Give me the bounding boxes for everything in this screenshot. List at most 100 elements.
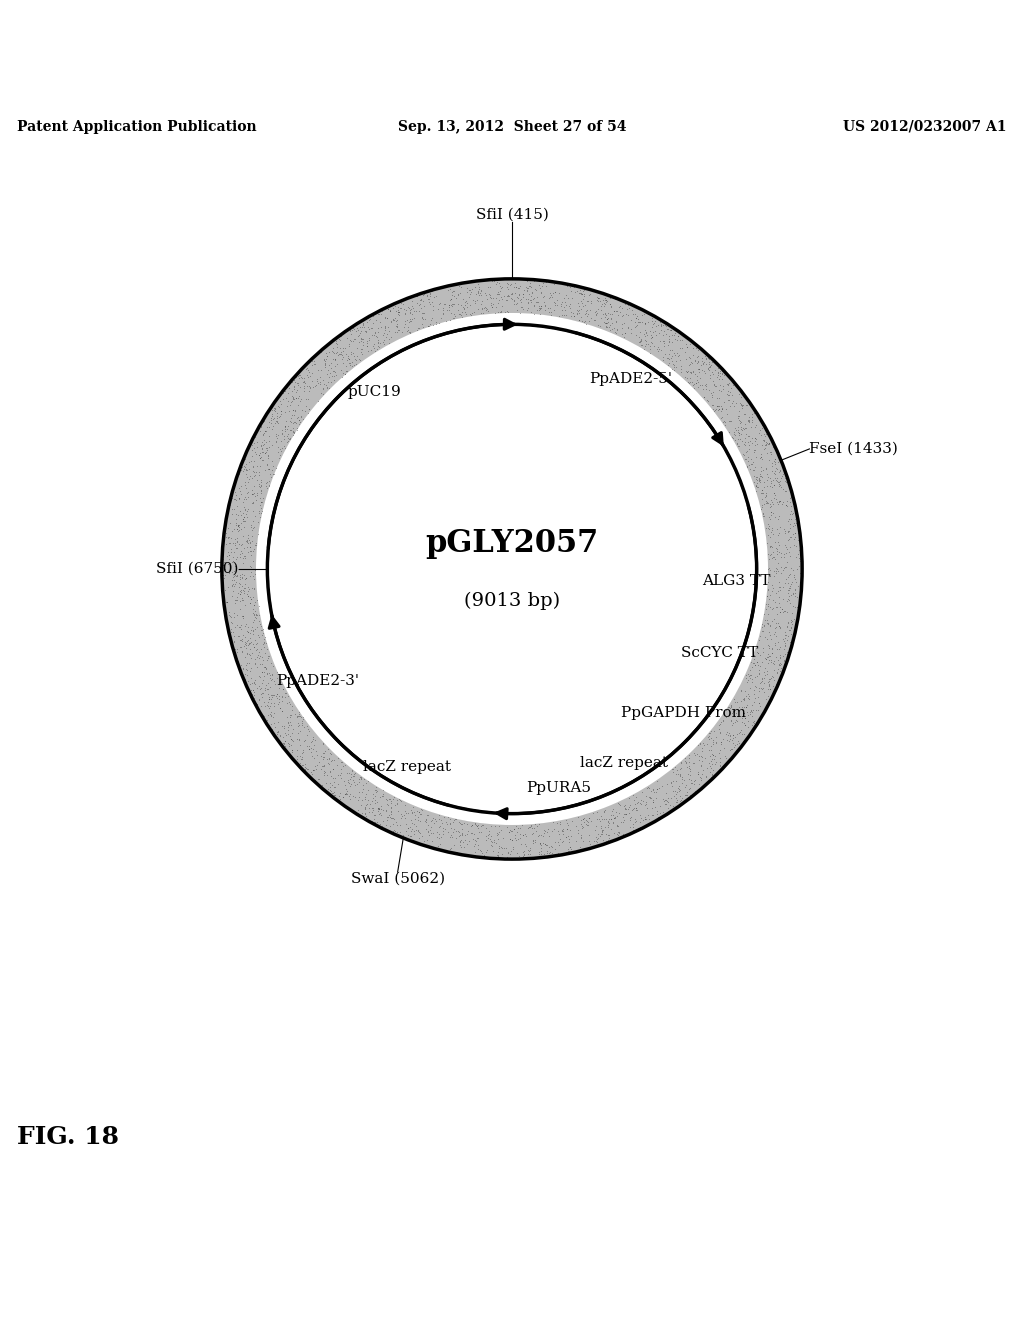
Point [561, 841, 578, 862]
Point [506, 277, 522, 298]
Point [732, 428, 749, 449]
Point [355, 314, 372, 335]
Point [504, 830, 520, 851]
Point [699, 758, 716, 779]
Point [772, 449, 788, 470]
Point [581, 807, 597, 828]
Point [234, 553, 251, 574]
Point [357, 321, 374, 342]
Point [749, 713, 765, 734]
Point [278, 730, 294, 751]
Point [573, 292, 590, 313]
Point [782, 500, 799, 521]
Point [691, 362, 708, 383]
Point [319, 363, 336, 384]
Point [446, 306, 463, 327]
Point [276, 380, 293, 401]
Point [301, 399, 317, 420]
Point [490, 272, 507, 293]
Point [688, 372, 705, 393]
Point [631, 326, 647, 347]
Point [224, 561, 241, 582]
Point [414, 302, 430, 323]
Point [745, 440, 762, 461]
Point [283, 411, 299, 432]
Point [506, 290, 522, 312]
Point [467, 277, 483, 298]
Point [532, 833, 549, 854]
Point [222, 539, 239, 560]
Point [729, 723, 745, 744]
Point [220, 527, 237, 548]
Point [414, 800, 430, 821]
Point [766, 449, 782, 470]
Point [656, 330, 673, 351]
Point [431, 828, 447, 849]
Point [780, 619, 797, 640]
Point [221, 605, 238, 626]
Point [257, 696, 273, 717]
Point [388, 293, 404, 314]
Point [229, 515, 246, 536]
Point [586, 830, 602, 851]
Point [751, 467, 767, 488]
Point [780, 638, 797, 659]
Point [236, 659, 252, 680]
Point [324, 743, 340, 764]
Point [746, 440, 763, 461]
Point [581, 310, 597, 331]
Point [295, 717, 311, 738]
Point [251, 500, 267, 521]
Point [489, 829, 506, 850]
Point [494, 277, 510, 298]
Point [239, 458, 255, 479]
Point [373, 304, 389, 325]
Point [757, 418, 773, 440]
Point [245, 599, 261, 620]
Point [486, 302, 503, 323]
Point [557, 810, 573, 832]
Point [515, 286, 531, 308]
Point [291, 409, 307, 430]
Point [668, 356, 684, 378]
Point [316, 354, 333, 375]
Point [331, 343, 347, 364]
Point [252, 477, 268, 498]
Point [412, 804, 428, 825]
Point [240, 487, 256, 508]
Point [482, 825, 499, 846]
Point [280, 717, 296, 738]
Point [292, 412, 308, 433]
Point [631, 312, 647, 333]
Point [746, 688, 763, 709]
Point [757, 657, 773, 678]
Point [239, 532, 255, 553]
Point [279, 692, 295, 713]
Point [547, 838, 563, 859]
Point [478, 285, 495, 306]
Point [670, 777, 686, 799]
Point [247, 465, 263, 486]
Point [591, 288, 607, 309]
Point [236, 545, 252, 566]
Point [532, 825, 549, 846]
Point [243, 668, 259, 689]
Point [517, 824, 534, 845]
Point [610, 816, 627, 837]
Point [261, 689, 278, 710]
Point [470, 280, 486, 301]
Point [296, 375, 312, 396]
Point [778, 495, 795, 516]
Point [524, 830, 541, 851]
Point [246, 605, 262, 626]
Point [439, 300, 456, 321]
Point [413, 799, 429, 820]
Point [323, 371, 339, 392]
Point [680, 747, 696, 768]
Point [497, 849, 513, 870]
Point [348, 319, 365, 341]
Point [592, 290, 608, 312]
Point [300, 359, 316, 380]
Point [241, 632, 257, 653]
Point [266, 717, 283, 738]
